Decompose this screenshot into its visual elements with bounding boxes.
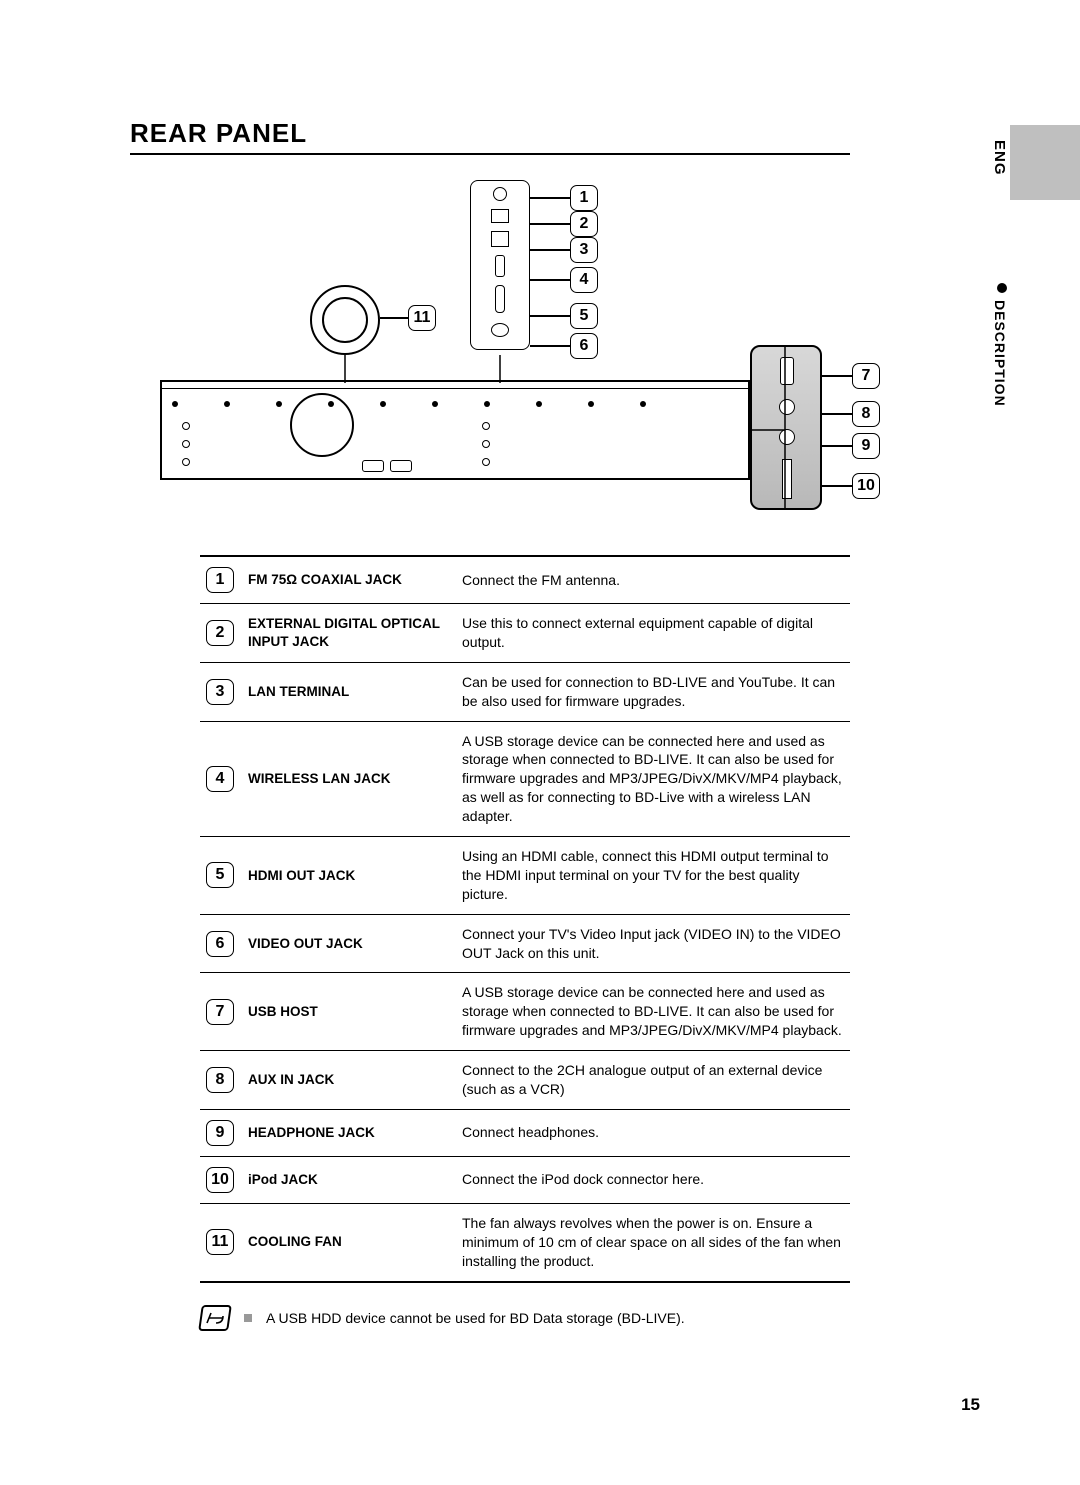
device-body: [160, 380, 750, 480]
row-desc: Connect your TV's Video Input jack (VIDE…: [462, 925, 844, 963]
row-desc: Use this to connect external equipment c…: [462, 614, 844, 652]
row-num: 4: [206, 766, 234, 792]
row-num: 2: [206, 620, 234, 646]
callout-6: 6: [530, 333, 598, 359]
table-row: 2 EXTERNAL DIGITAL OPTICAL INPUT JACK Us…: [200, 604, 850, 663]
row-label: EXTERNAL DIGITAL OPTICAL INPUT JACK: [248, 615, 448, 650]
callout-1: 1: [530, 185, 598, 211]
row-num: 11: [206, 1229, 234, 1255]
row-label: COOLING FAN: [248, 1233, 448, 1251]
connector-table: 1 FM 75Ω COAXIAL JACK Connect the FM ant…: [200, 555, 850, 1283]
callout-7: 7: [822, 363, 880, 389]
row-label: VIDEO OUT JACK: [248, 935, 448, 953]
page-content: REAR PANEL: [130, 118, 850, 1331]
cooling-fan-top: [310, 285, 380, 355]
page-title: REAR PANEL: [130, 118, 850, 155]
top-port-panel: [470, 180, 530, 350]
note-text: A USB HDD device cannot be used for BD D…: [266, 1310, 685, 1326]
language-tab-bg: [1010, 125, 1080, 200]
table-row: 9 HEADPHONE JACK Connect headphones.: [200, 1110, 850, 1157]
table-row: 8 AUX IN JACK Connect to the 2CH analogu…: [200, 1051, 850, 1110]
row-desc: Can be used for connection to BD-LIVE an…: [462, 673, 844, 711]
row-desc: Connect the FM antenna.: [462, 571, 844, 590]
row-num: 10: [206, 1167, 234, 1193]
side-port-panel: [750, 345, 822, 510]
callout-8: 8: [822, 401, 880, 427]
row-num: 3: [206, 679, 234, 705]
row-desc: Using an HDMI cable, connect this HDMI o…: [462, 847, 844, 904]
table-row: 10 iPod JACK Connect the iPod dock conne…: [200, 1157, 850, 1204]
row-label: WIRELESS LAN JACK: [248, 770, 448, 788]
row-label: iPod JACK: [248, 1171, 448, 1189]
row-num: 1: [206, 567, 234, 593]
row-label: LAN TERMINAL: [248, 683, 448, 701]
row-num: 6: [206, 931, 234, 957]
callout-9: 9: [822, 433, 880, 459]
callout-10: 10: [822, 473, 880, 499]
row-label: HEADPHONE JACK: [248, 1124, 448, 1142]
note-icon: [198, 1305, 232, 1331]
row-label: USB HOST: [248, 1003, 448, 1021]
row-desc: Connect the iPod dock connector here.: [462, 1170, 844, 1189]
callout-3: 3: [530, 237, 598, 263]
row-num: 7: [206, 999, 234, 1025]
row-desc: Connect to the 2CH analogue output of an…: [462, 1061, 844, 1099]
rear-panel-diagram: 1 2 3 4 5 6 11 7 8 9 10: [190, 175, 850, 535]
row-desc: A USB storage device can be connected he…: [462, 983, 844, 1040]
language-tab: ENG: [991, 140, 1008, 176]
bullet-icon: [244, 1314, 252, 1322]
callout-5: 5: [530, 303, 598, 329]
row-num: 5: [206, 862, 234, 888]
callout-4: 4: [530, 267, 598, 293]
footnote: A USB HDD device cannot be used for BD D…: [200, 1305, 850, 1331]
row-label: FM 75Ω COAXIAL JACK: [248, 571, 448, 589]
table-row: 11 COOLING FAN The fan always revolves w…: [200, 1204, 850, 1281]
section-bullet: [997, 283, 1007, 293]
table-row: 7 USB HOST A USB storage device can be c…: [200, 973, 850, 1051]
row-num: 9: [206, 1120, 234, 1146]
row-label: AUX IN JACK: [248, 1071, 448, 1089]
table-row: 1 FM 75Ω COAXIAL JACK Connect the FM ant…: [200, 557, 850, 604]
callout-11: 11: [380, 305, 436, 331]
table-row: 4 WIRELESS LAN JACK A USB storage device…: [200, 722, 850, 837]
row-desc: Connect headphones.: [462, 1123, 844, 1142]
row-num: 8: [206, 1067, 234, 1093]
table-row: 6 VIDEO OUT JACK Connect your TV's Video…: [200, 915, 850, 974]
section-label: DESCRIPTION: [992, 300, 1008, 407]
table-row: 3 LAN TERMINAL Can be used for connectio…: [200, 663, 850, 722]
table-row: 5 HDMI OUT JACK Using an HDMI cable, con…: [200, 837, 850, 915]
row-label: HDMI OUT JACK: [248, 867, 448, 885]
row-desc: The fan always revolves when the power i…: [462, 1214, 844, 1271]
page-number: 15: [961, 1395, 980, 1415]
row-desc: A USB storage device can be connected he…: [462, 732, 844, 826]
cooling-fan-body: [290, 393, 354, 457]
callout-2: 2: [530, 211, 598, 237]
